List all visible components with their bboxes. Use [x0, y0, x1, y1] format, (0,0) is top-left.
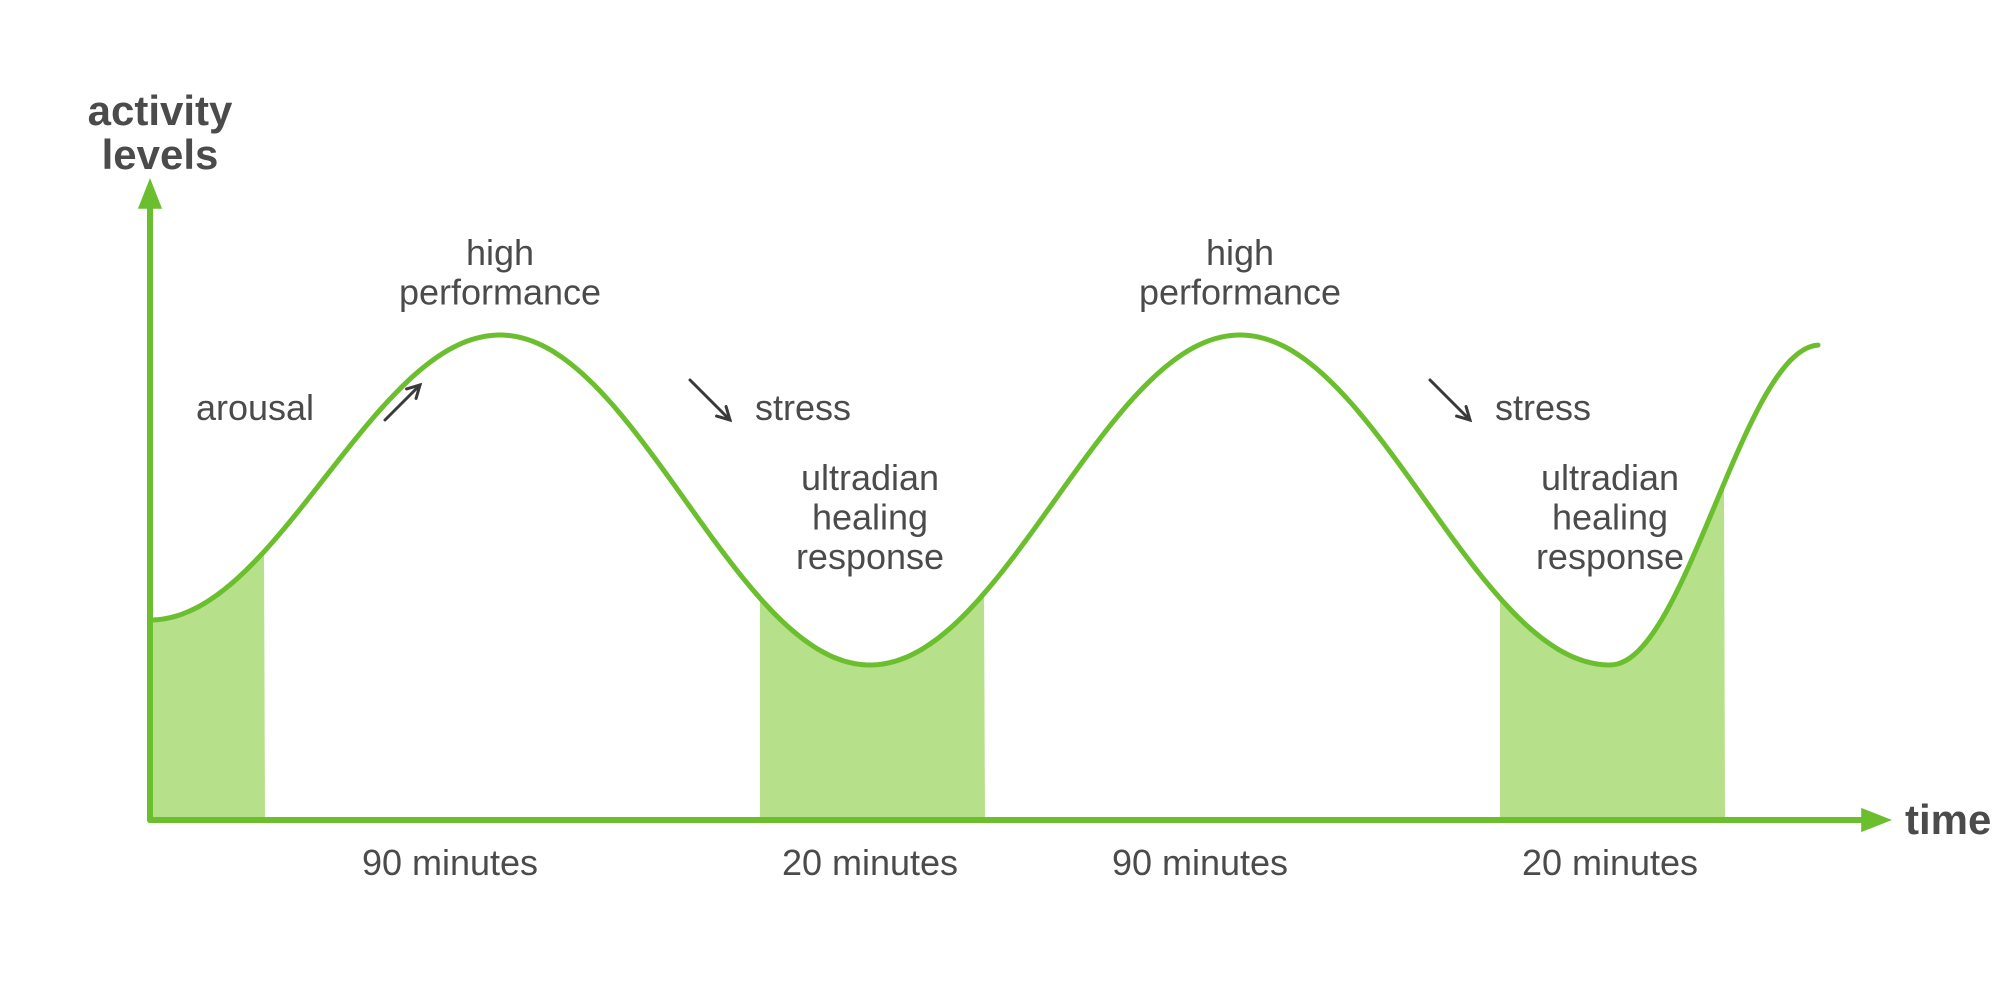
annotation-healing-1: ultradianhealingresponse [796, 457, 944, 577]
x-tick-label-0: 90 minutes [362, 842, 538, 883]
trough-fill-0 [152, 552, 265, 820]
annotation-stress-1-arrow-line [690, 380, 730, 420]
annotation-arousal: arousal [196, 387, 314, 428]
x-axis-arrow-icon [1861, 808, 1892, 832]
x-tick-label-3: 20 minutes [1522, 842, 1698, 883]
y-axis-arrow-icon [138, 178, 162, 209]
x-tick-label-1: 20 minutes [782, 842, 958, 883]
x-tick-label-2: 90 minutes [1112, 842, 1288, 883]
annotation-stress-1: stress [755, 387, 851, 428]
arousal-arrow-line [385, 385, 420, 420]
x-axis-label: time [1905, 796, 1991, 843]
annotation-stress-2-arrow-line [1430, 380, 1470, 420]
annotation-stress-2: stress [1495, 387, 1591, 428]
ultradian-rhythm-diagram: activitylevels time 90 minutes 20 minutes 90… [0, 0, 2000, 1000]
y-axis-label: activitylevels [88, 87, 233, 178]
annotation-high-performance-2: highperformance [1139, 232, 1341, 313]
annotation-healing-2: ultradianhealingresponse [1536, 457, 1684, 577]
annotation-high-performance-1: highperformance [399, 232, 601, 313]
trough-fills [152, 484, 1725, 821]
